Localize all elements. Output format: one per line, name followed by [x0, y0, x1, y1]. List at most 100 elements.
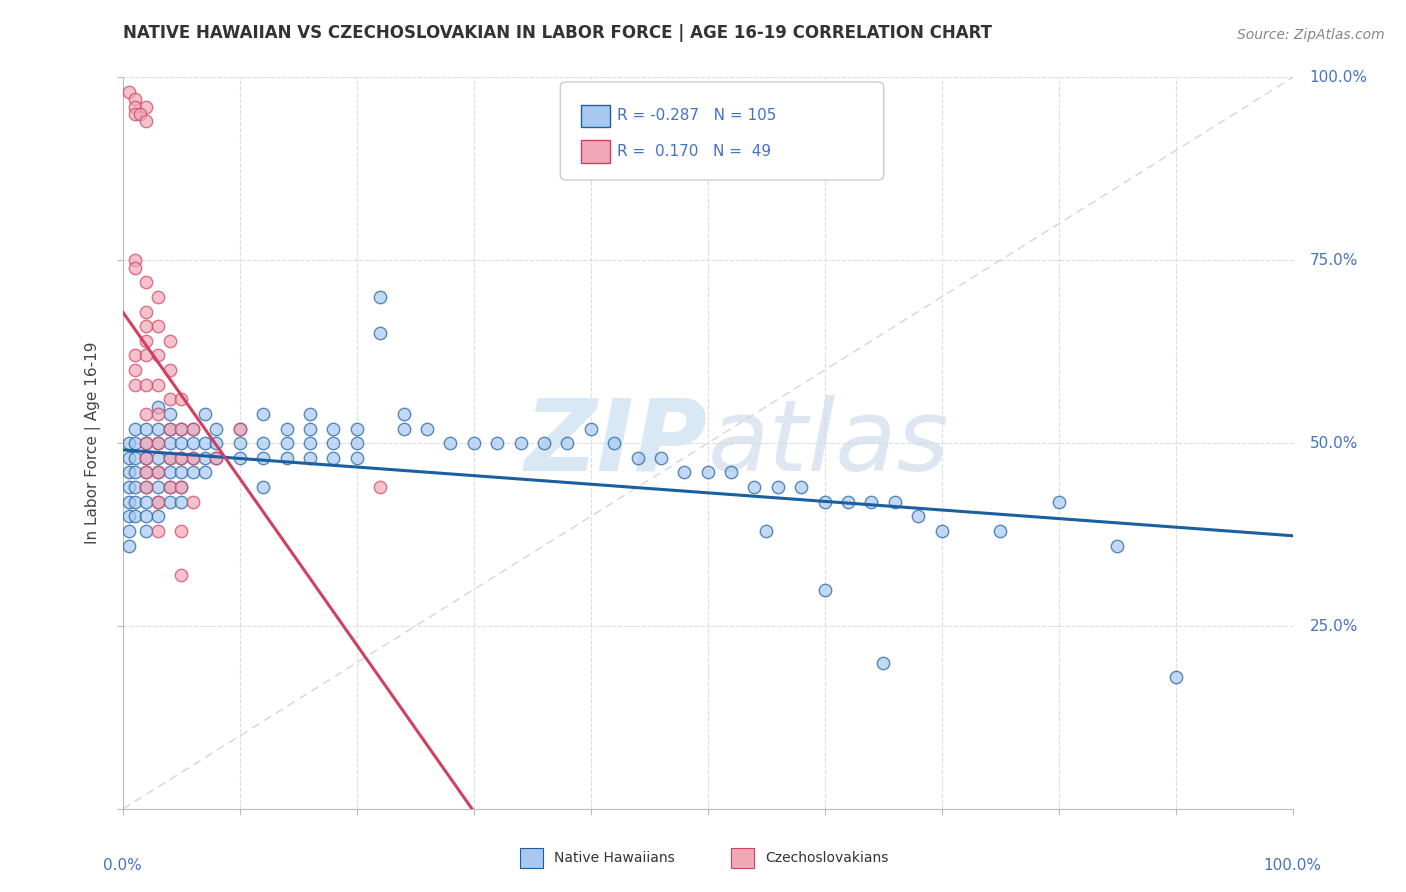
Point — [205, 421, 228, 435]
Point — [146, 480, 169, 494]
Point — [181, 466, 204, 480]
Y-axis label: In Labor Force | Age 16-19: In Labor Force | Age 16-19 — [86, 342, 101, 544]
Point — [124, 509, 146, 524]
Point — [626, 450, 648, 465]
Point — [170, 436, 193, 450]
Point — [146, 450, 169, 465]
Point — [146, 319, 169, 334]
Point — [159, 436, 181, 450]
Point — [118, 494, 141, 508]
Point — [129, 107, 152, 121]
Point — [159, 450, 181, 465]
Point — [118, 480, 141, 494]
Point — [135, 450, 157, 465]
Point — [170, 480, 193, 494]
Point — [1047, 494, 1070, 508]
Point — [298, 436, 321, 450]
Point — [159, 407, 181, 421]
Point — [135, 304, 157, 318]
Point — [766, 480, 789, 494]
Point — [392, 407, 415, 421]
Point — [124, 100, 146, 114]
Point — [860, 494, 883, 508]
Point — [346, 421, 368, 435]
Point — [159, 494, 181, 508]
Point — [135, 436, 157, 450]
Point — [135, 509, 157, 524]
Point — [883, 494, 905, 508]
Point — [298, 407, 321, 421]
Point — [124, 92, 146, 106]
Point — [205, 450, 228, 465]
Point — [135, 319, 157, 334]
Point — [146, 436, 169, 450]
Point — [194, 466, 217, 480]
Point — [229, 450, 252, 465]
Point — [146, 436, 169, 450]
Point — [146, 466, 169, 480]
Text: 0.0%: 0.0% — [104, 858, 142, 873]
Text: 25.0%: 25.0% — [1309, 619, 1358, 633]
Point — [146, 509, 169, 524]
Point — [118, 85, 141, 99]
Point — [124, 107, 146, 121]
Point — [205, 436, 228, 450]
Point — [368, 480, 391, 494]
Point — [181, 450, 204, 465]
Point — [755, 524, 778, 538]
Point — [322, 450, 344, 465]
Point — [1107, 539, 1129, 553]
Point — [650, 450, 672, 465]
Point — [276, 421, 298, 435]
Point — [252, 450, 274, 465]
Point — [146, 524, 169, 538]
Point — [118, 539, 141, 553]
Point — [837, 494, 859, 508]
Point — [194, 436, 217, 450]
Point — [159, 480, 181, 494]
Point — [146, 290, 169, 304]
Point — [509, 436, 531, 450]
Point — [744, 480, 766, 494]
Text: 75.0%: 75.0% — [1309, 252, 1358, 268]
Point — [159, 392, 181, 407]
Text: 100.0%: 100.0% — [1264, 858, 1322, 873]
Text: atlas: atlas — [707, 395, 949, 491]
Point — [720, 466, 742, 480]
Point — [124, 494, 146, 508]
Point — [170, 392, 193, 407]
Point — [135, 348, 157, 362]
Point — [118, 509, 141, 524]
Point — [135, 480, 157, 494]
Point — [135, 494, 157, 508]
Point — [392, 421, 415, 435]
Point — [229, 421, 252, 435]
Point — [118, 450, 141, 465]
Point — [118, 524, 141, 538]
Point — [181, 450, 204, 465]
Text: NATIVE HAWAIIAN VS CZECHOSLOVAKIAN IN LABOR FORCE | AGE 16-19 CORRELATION CHART: NATIVE HAWAIIAN VS CZECHOSLOVAKIAN IN LA… — [122, 24, 991, 42]
Point — [135, 334, 157, 348]
Point — [170, 421, 193, 435]
Point — [181, 436, 204, 450]
Point — [181, 421, 204, 435]
Point — [146, 421, 169, 435]
Point — [276, 450, 298, 465]
Point — [790, 480, 813, 494]
Text: Source: ZipAtlas.com: Source: ZipAtlas.com — [1237, 28, 1385, 42]
Point — [146, 494, 169, 508]
Point — [135, 450, 157, 465]
Point — [486, 436, 509, 450]
Point — [181, 421, 204, 435]
Point — [194, 450, 217, 465]
Point — [907, 509, 929, 524]
Point — [146, 407, 169, 421]
Point — [205, 450, 228, 465]
Point — [346, 436, 368, 450]
Point — [872, 656, 894, 670]
Point — [170, 494, 193, 508]
Point — [170, 524, 193, 538]
Point — [931, 524, 953, 538]
Point — [124, 348, 146, 362]
Point — [814, 494, 837, 508]
